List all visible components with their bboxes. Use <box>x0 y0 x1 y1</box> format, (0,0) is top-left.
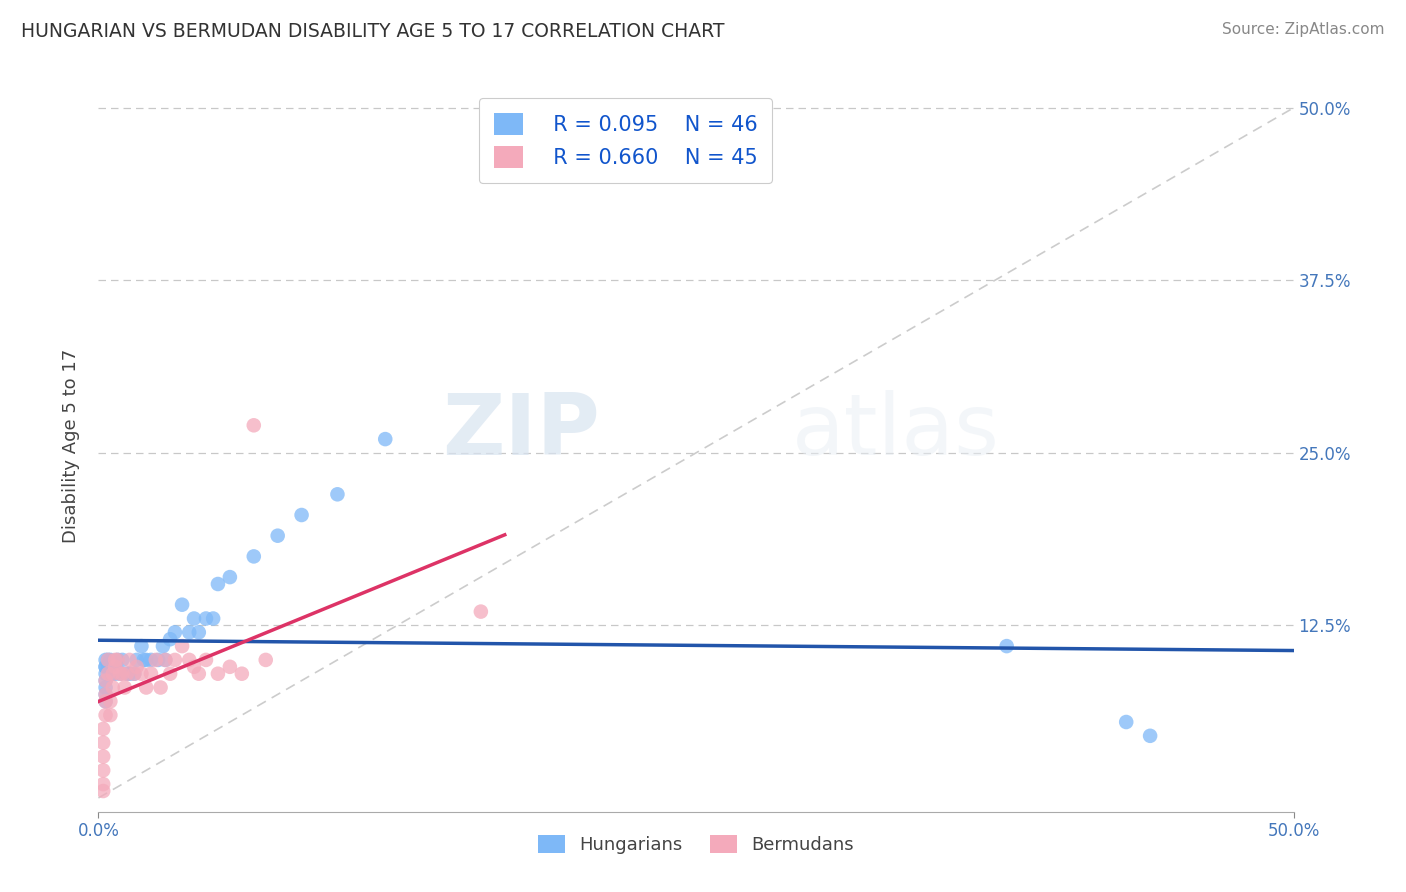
Point <box>97 653 120 667</box>
Point <box>148 653 170 667</box>
Point <box>172 598 194 612</box>
Point <box>104 660 127 674</box>
Point <box>125 660 148 674</box>
Text: ZIP: ZIP <box>443 390 600 473</box>
Point <box>94 673 117 688</box>
Point <box>94 666 117 681</box>
Point <box>219 570 242 584</box>
Point <box>94 694 117 708</box>
Point <box>94 681 117 695</box>
Point <box>107 653 129 667</box>
Point <box>124 666 146 681</box>
Point <box>155 653 177 667</box>
Point <box>132 653 155 667</box>
Point <box>243 418 266 433</box>
Point <box>131 639 153 653</box>
Point <box>172 639 194 653</box>
Point <box>98 653 122 667</box>
Point <box>1139 729 1161 743</box>
Text: HUNGARIAN VS BERMUDAN DISABILITY AGE 5 TO 17 CORRELATION CHART: HUNGARIAN VS BERMUDAN DISABILITY AGE 5 T… <box>21 22 724 41</box>
Point <box>104 660 127 674</box>
Point <box>97 660 120 674</box>
Point <box>187 666 209 681</box>
Point <box>183 611 205 625</box>
Text: atlas: atlas <box>792 390 1000 473</box>
Point <box>118 666 141 681</box>
Point <box>101 666 124 681</box>
Point <box>195 611 218 625</box>
Point <box>187 625 209 640</box>
Point <box>159 666 181 681</box>
Point <box>104 653 127 667</box>
Point <box>124 666 146 681</box>
Point <box>326 487 349 501</box>
Point <box>267 529 290 543</box>
Point <box>163 625 186 640</box>
Point <box>231 666 253 681</box>
Point <box>145 653 167 667</box>
Point <box>243 549 266 564</box>
Point <box>135 653 157 667</box>
Point <box>163 653 186 667</box>
Point <box>155 653 177 667</box>
Point <box>91 749 114 764</box>
Point <box>115 666 138 681</box>
Point <box>94 694 117 708</box>
Point <box>1115 714 1137 729</box>
Point <box>108 666 131 681</box>
Point <box>107 653 129 667</box>
Point <box>254 653 277 667</box>
Point <box>207 577 229 591</box>
Legend: Hungarians, Bermudans: Hungarians, Bermudans <box>530 828 862 861</box>
Point <box>108 666 131 681</box>
Point <box>94 708 117 723</box>
Point <box>91 784 114 798</box>
Point <box>195 653 218 667</box>
Point <box>114 681 136 695</box>
Point <box>179 625 201 640</box>
Y-axis label: Disability Age 5 to 17: Disability Age 5 to 17 <box>62 349 80 543</box>
Point <box>470 605 492 619</box>
Point <box>139 666 162 681</box>
Point <box>125 653 148 667</box>
Point <box>91 722 114 736</box>
Point <box>207 666 229 681</box>
Point <box>995 639 1018 653</box>
Point <box>91 764 114 778</box>
Point <box>91 777 114 791</box>
Point <box>97 653 120 667</box>
Point <box>94 687 117 701</box>
Point <box>152 639 174 653</box>
Text: Source: ZipAtlas.com: Source: ZipAtlas.com <box>1222 22 1385 37</box>
Point <box>111 666 134 681</box>
Point <box>94 673 117 688</box>
Point <box>149 681 172 695</box>
Point <box>94 660 117 674</box>
Point <box>91 736 114 750</box>
Point <box>202 611 225 625</box>
Point <box>131 666 153 681</box>
Point <box>118 653 141 667</box>
Point <box>135 681 157 695</box>
Point <box>291 508 314 522</box>
Point <box>374 432 396 446</box>
Point <box>115 666 138 681</box>
Point <box>183 660 205 674</box>
Point <box>101 681 124 695</box>
Point <box>219 660 242 674</box>
Point <box>94 687 117 701</box>
Point <box>97 666 120 681</box>
Point <box>139 653 162 667</box>
Point <box>98 708 122 723</box>
Point <box>94 653 117 667</box>
Point <box>101 666 124 681</box>
Point <box>94 660 117 674</box>
Point <box>179 653 201 667</box>
Point <box>111 653 134 667</box>
Point <box>104 666 127 681</box>
Point <box>98 694 122 708</box>
Point <box>159 632 181 647</box>
